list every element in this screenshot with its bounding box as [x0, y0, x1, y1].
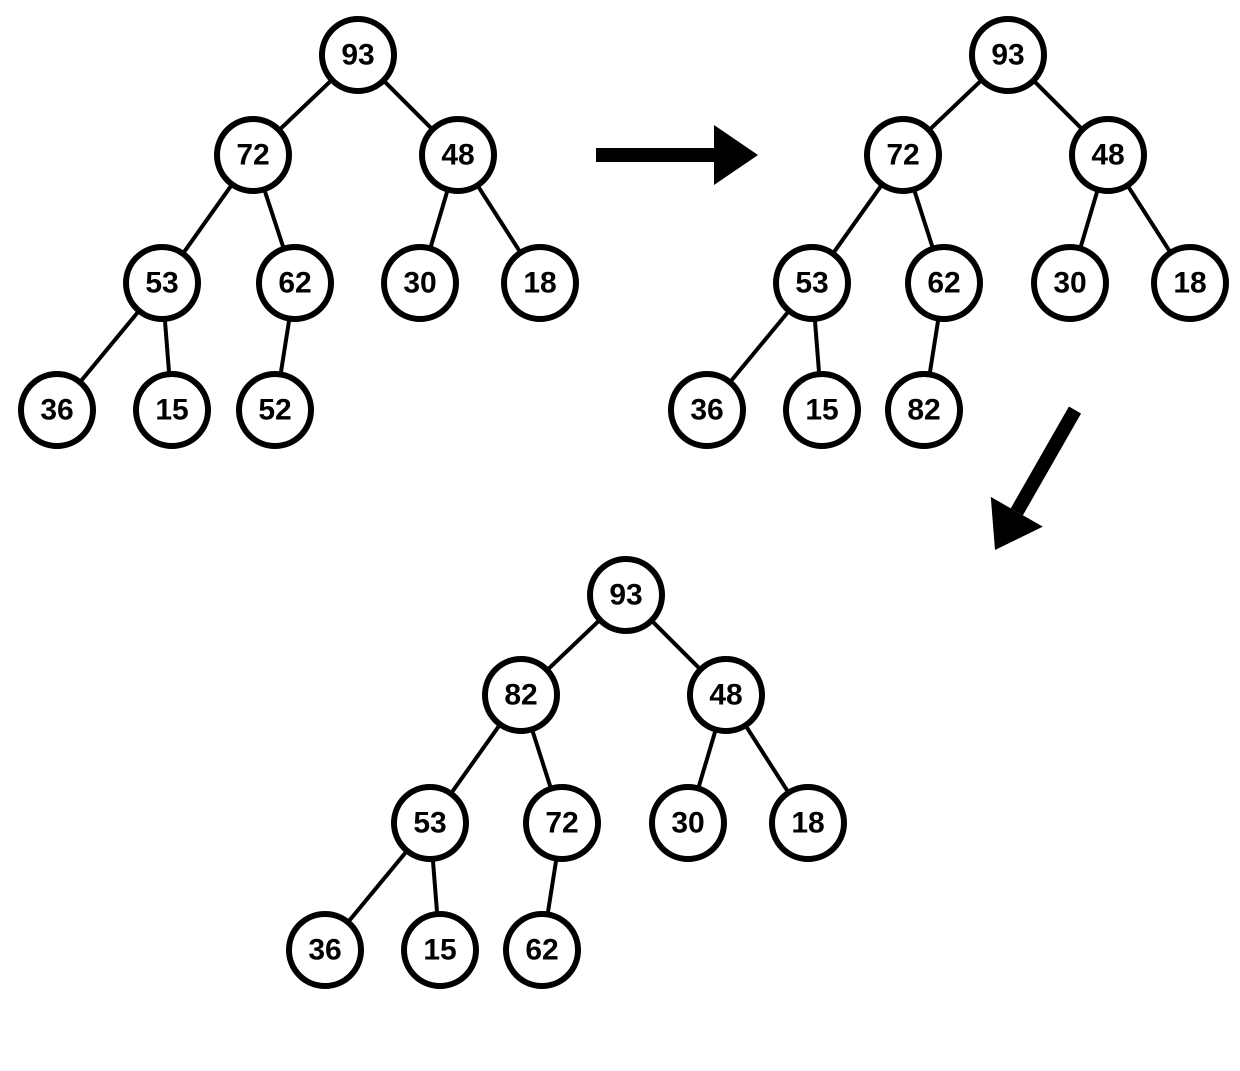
tree-node: 52: [239, 374, 311, 446]
tree-node: 15: [404, 914, 476, 986]
node-label: 93: [609, 579, 642, 612]
tree1: 93 72 48 53 62 30 18 36 15 52: [21, 19, 576, 446]
node-label: 36: [40, 394, 73, 427]
tree-node: 36: [21, 374, 93, 446]
tree-node: 72: [217, 119, 289, 191]
tree-edge: [698, 730, 716, 789]
node-label: 30: [671, 807, 704, 840]
tree-node: 15: [136, 374, 208, 446]
node-label: 18: [1173, 267, 1206, 300]
node-label: 53: [413, 807, 446, 840]
node-label: 15: [155, 394, 188, 427]
tree-edge: [929, 80, 982, 130]
tree-edge: [833, 184, 882, 253]
node-label: 82: [504, 679, 537, 712]
node-label: 52: [258, 394, 291, 427]
tree-node: 62: [506, 914, 578, 986]
node-label: 62: [278, 267, 311, 300]
tree-node: 18: [504, 247, 576, 319]
node-label: 53: [795, 267, 828, 300]
tree-node: 82: [485, 659, 557, 731]
node-label: 93: [991, 39, 1024, 72]
tree-node: 48: [690, 659, 762, 731]
tree-edge: [264, 189, 284, 249]
tree-node: 15: [786, 374, 858, 446]
node-label: 36: [690, 394, 723, 427]
tree-edge: [745, 725, 788, 792]
tree2: 93 72 48 53 62 30 18 36 15 82: [671, 19, 1226, 446]
node-label: 30: [1053, 267, 1086, 300]
tree-node: 30: [652, 787, 724, 859]
node-label: 18: [523, 267, 556, 300]
tree-edge: [451, 724, 500, 793]
node-label: 18: [791, 807, 824, 840]
tree-edge: [930, 319, 939, 375]
node-label: 72: [545, 807, 578, 840]
tree3: 93 82 48 53 72 30 18 36 15 62: [289, 559, 844, 986]
arrow1-arrow-icon: [596, 125, 758, 185]
tree-node: 82: [888, 374, 960, 446]
tree-node: 30: [384, 247, 456, 319]
tree-edge: [815, 319, 819, 374]
tree-node: 30: [1034, 247, 1106, 319]
tree-node: 93: [322, 19, 394, 91]
node-label: 48: [441, 139, 474, 172]
tree-node: 53: [776, 247, 848, 319]
node-label: 48: [709, 679, 742, 712]
node-label: 93: [341, 39, 374, 72]
node-label: 15: [423, 934, 456, 967]
tree-node: 93: [590, 559, 662, 631]
tree-edge: [1080, 190, 1098, 249]
node-label: 62: [927, 267, 960, 300]
node-label: 53: [145, 267, 178, 300]
tree-node: 36: [289, 914, 361, 986]
tree-node: 93: [972, 19, 1044, 91]
node-label: 15: [805, 394, 838, 427]
tree-node: 72: [526, 787, 598, 859]
tree-node: 53: [126, 247, 198, 319]
tree-edge: [1127, 185, 1170, 252]
tree-node: 62: [259, 247, 331, 319]
tree-edge: [80, 311, 139, 383]
arrow-head: [714, 125, 758, 185]
tree-edge: [477, 185, 520, 252]
node-label: 36: [308, 934, 341, 967]
tree-edge: [547, 620, 600, 670]
tree-node: 36: [671, 374, 743, 446]
node-label: 30: [403, 267, 436, 300]
tree-node: 72: [867, 119, 939, 191]
node-label: 72: [236, 139, 269, 172]
tree-edge: [281, 319, 290, 375]
tree-edge: [548, 859, 557, 915]
tree-node: 53: [394, 787, 466, 859]
tree-edge: [383, 80, 432, 129]
tree-edge: [165, 319, 169, 374]
heap-trees-diagram: 93 72 48 53 62 30 18 36 15 52 93 72 48 53 62 30 18 36 15 82…: [0, 0, 1240, 1071]
tree-edge: [730, 311, 789, 383]
tree-edge: [914, 189, 933, 248]
tree-edge: [348, 851, 407, 923]
tree-edge: [433, 859, 437, 914]
arrow-shaft: [1017, 410, 1075, 512]
tree-edge: [532, 729, 551, 788]
tree-node: 18: [1154, 247, 1226, 319]
tree-node: 62: [908, 247, 980, 319]
tree-edge: [183, 184, 232, 253]
tree-node: 18: [772, 787, 844, 859]
tree-edge: [1033, 80, 1082, 129]
node-label: 82: [907, 394, 940, 427]
tree-edge: [430, 190, 448, 249]
arrow2-arrow-icon: [991, 410, 1075, 550]
tree-node: 48: [1072, 119, 1144, 191]
node-label: 62: [525, 934, 558, 967]
node-label: 48: [1091, 139, 1124, 172]
tree-edge: [651, 620, 700, 669]
node-label: 72: [886, 139, 919, 172]
tree-node: 48: [422, 119, 494, 191]
tree-edge: [279, 80, 332, 130]
